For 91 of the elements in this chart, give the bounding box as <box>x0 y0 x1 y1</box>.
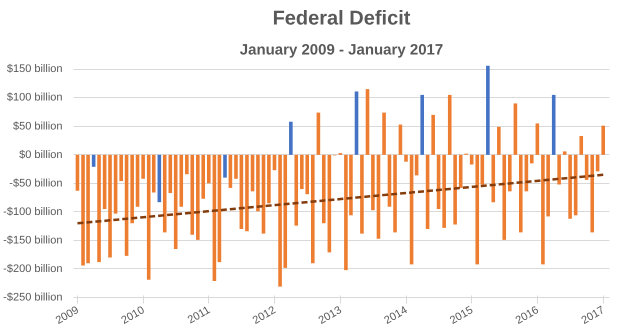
bar <box>398 124 402 155</box>
bar <box>328 154 332 252</box>
bar <box>316 112 320 155</box>
y-tick-label: -$50 billion <box>9 177 62 190</box>
bar <box>190 154 194 235</box>
bar <box>393 154 397 232</box>
x-tick-label: 2012 <box>250 304 278 327</box>
bar <box>518 154 523 232</box>
bar <box>524 154 528 192</box>
bar <box>420 94 424 155</box>
bar <box>245 154 249 232</box>
bar <box>124 154 128 256</box>
bar <box>601 126 605 155</box>
x-tick-label: 2013 <box>316 304 344 327</box>
bar <box>223 154 227 178</box>
bar <box>162 154 167 232</box>
bar <box>228 154 232 188</box>
bar <box>130 154 134 224</box>
y-tick-label: $50 billion <box>12 120 63 132</box>
y-tick-label: $150 billion <box>6 63 62 76</box>
bar <box>579 136 584 155</box>
bar <box>382 112 386 155</box>
x-tick-label: 2017 <box>580 304 607 327</box>
bar <box>168 154 172 194</box>
bar <box>536 123 540 155</box>
y-tick-label: -$150 billion <box>3 234 63 246</box>
y-tick-label: $0 billion <box>19 148 62 161</box>
bar <box>404 154 408 162</box>
chart-subtitle: January 2009 - January 2017 <box>240 42 444 58</box>
bar <box>562 151 566 155</box>
bar <box>508 154 512 192</box>
bar <box>574 154 578 216</box>
bar <box>458 154 462 188</box>
bar <box>136 154 140 207</box>
bar <box>179 154 184 207</box>
bar <box>158 154 162 202</box>
bar <box>514 103 518 155</box>
bar <box>97 154 101 262</box>
bar <box>371 154 375 210</box>
bar <box>530 154 534 164</box>
bar <box>596 154 600 172</box>
x-tick-label: 2009 <box>54 304 81 327</box>
bar <box>436 154 440 210</box>
bar <box>114 154 118 214</box>
bar <box>568 154 572 219</box>
bar <box>305 154 310 194</box>
bar <box>442 154 446 228</box>
bar <box>119 154 123 182</box>
x-tick-label: 2016 <box>514 304 541 327</box>
bar <box>557 154 561 184</box>
bar <box>388 154 392 207</box>
bar <box>426 154 430 230</box>
bar <box>311 154 315 264</box>
bar <box>322 154 326 224</box>
x-tick-label: 2015 <box>448 304 476 327</box>
bar <box>491 154 496 202</box>
bar <box>196 154 200 240</box>
x-tick-label: 2010 <box>119 304 147 327</box>
bar <box>300 154 304 190</box>
bar <box>546 154 550 216</box>
x-tick-label: 2011 <box>186 304 212 326</box>
bar <box>141 154 145 179</box>
bar <box>448 94 452 155</box>
chart-title: Federal Deficit <box>272 8 411 30</box>
bar <box>272 154 276 170</box>
bar <box>584 154 588 180</box>
bar <box>486 66 490 155</box>
bar <box>541 154 545 264</box>
bar <box>470 154 474 165</box>
y-tick-label: -$100 billion <box>3 206 63 218</box>
bar <box>185 154 189 174</box>
bar <box>201 154 206 199</box>
bar <box>207 154 211 184</box>
bar <box>360 154 364 234</box>
bar <box>590 154 594 232</box>
bar <box>453 154 457 224</box>
y-tick-label: $100 billion <box>6 92 62 104</box>
y-tick-label: -$200 billion <box>3 262 63 275</box>
bar <box>366 89 370 155</box>
bar <box>174 154 178 249</box>
bar <box>431 114 435 155</box>
bar <box>552 94 556 155</box>
bar <box>92 154 96 167</box>
bar <box>497 126 501 155</box>
bar <box>354 91 358 155</box>
bar <box>376 154 380 239</box>
bar <box>294 154 298 226</box>
bar <box>502 154 506 240</box>
y-tick-label: -$250 billion <box>3 292 63 304</box>
bar <box>289 122 293 155</box>
x-tick-label: 2014 <box>382 304 410 327</box>
